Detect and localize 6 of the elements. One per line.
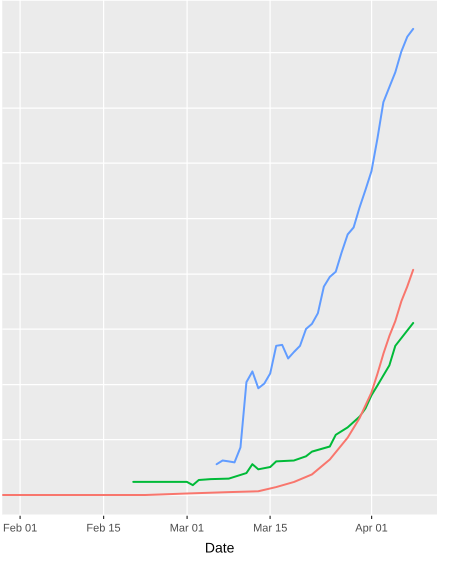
x-tick-label: Feb 01 <box>3 522 38 535</box>
x-tick-label: Mar 01 <box>170 522 204 535</box>
x-tick-label: Feb 15 <box>86 522 121 535</box>
x-tick-label: Mar 15 <box>253 522 288 535</box>
x-axis-title: Date <box>204 539 235 556</box>
x-tick-label: Apr 01 <box>355 522 388 535</box>
